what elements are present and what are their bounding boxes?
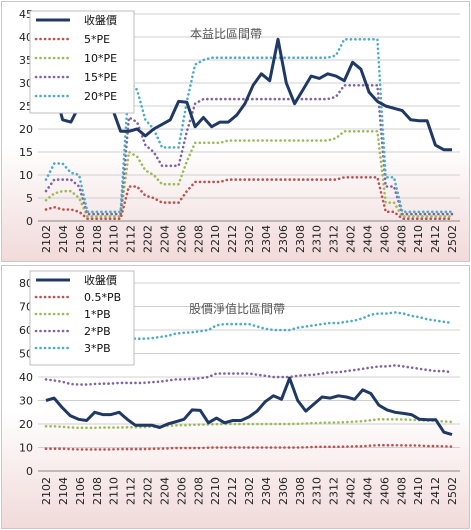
legend-label: 15*PE bbox=[84, 71, 117, 84]
x-tick-label: 2306 bbox=[277, 477, 290, 505]
pe-band-chart-panel: 0 5 10 15 20 25 30 35 40 45 2102 2104 2106 2108 2110 2… bbox=[1, 1, 470, 262]
x-tick-label: 2210 bbox=[209, 477, 222, 505]
x-tick-label: 2106 bbox=[74, 477, 87, 505]
x-tick-label: 2110 bbox=[108, 477, 121, 505]
x-tick-label: 2204 bbox=[158, 477, 171, 505]
series-line-3 bbox=[44, 363, 454, 386]
x-tick-label: 2404 bbox=[361, 225, 374, 253]
y-tick-label: 20 bbox=[19, 418, 33, 431]
x-tick-label: 2102 bbox=[40, 477, 53, 505]
y-tick-label: 0 bbox=[26, 215, 33, 228]
x-tick-label: 2502 bbox=[446, 477, 459, 505]
x-tick-label: 2408 bbox=[395, 225, 408, 253]
legend-box bbox=[29, 10, 135, 114]
series-line-1 bbox=[44, 176, 454, 220]
series-line-0 bbox=[45, 376, 453, 437]
x-tick-label: 2110 bbox=[108, 225, 121, 253]
x-tick-label: 2408 bbox=[395, 477, 408, 505]
x-tick-label: 2206 bbox=[175, 477, 188, 505]
series-line-4 bbox=[44, 37, 454, 214]
series-line-1 bbox=[44, 443, 454, 451]
x-tick-label: 2204 bbox=[158, 225, 171, 253]
x-tick-label: 2202 bbox=[142, 225, 155, 253]
y-tick-label: 20 bbox=[19, 123, 33, 136]
x-tick-label: 2108 bbox=[91, 477, 104, 505]
chart-title: 股價淨值比區間帶 bbox=[189, 301, 285, 316]
x-tick-label: 2108 bbox=[91, 225, 104, 253]
x-tick-label: 2102 bbox=[40, 225, 53, 253]
x-tick-label: 2104 bbox=[57, 477, 70, 505]
x-tick-label: 2208 bbox=[192, 477, 205, 505]
x-tick-label: 2112 bbox=[125, 477, 138, 505]
y-tick-label: 10 bbox=[19, 442, 33, 455]
series-line-2 bbox=[44, 418, 454, 430]
series-line-4 bbox=[44, 311, 454, 343]
x-tick-label: 2304 bbox=[260, 225, 273, 253]
x-tick-label: 2502 bbox=[446, 225, 459, 253]
legend-label: 0.5*PB bbox=[84, 291, 121, 304]
y-tick-label: 15 bbox=[19, 146, 33, 159]
y-tick-label: 5 bbox=[26, 192, 33, 205]
legend-label: 2*PB bbox=[84, 325, 111, 338]
x-tick-label: 2410 bbox=[412, 477, 425, 505]
x-tick-label: 2106 bbox=[74, 225, 87, 253]
legend-label: 收盤價 bbox=[84, 273, 117, 287]
legend-label: 1*PB bbox=[84, 308, 111, 321]
x-tick-label: 2308 bbox=[294, 225, 307, 253]
x-tick-label: 2104 bbox=[57, 225, 70, 253]
chart-title: 本益比區間帶 bbox=[190, 27, 262, 41]
x-tick-label: 2308 bbox=[294, 477, 307, 505]
legend-label: 5*PE bbox=[84, 33, 110, 46]
y-tick-label: 10 bbox=[19, 169, 33, 182]
x-tick-label: 2208 bbox=[192, 225, 205, 253]
x-tick-label: 2310 bbox=[311, 477, 324, 505]
x-tick-label: 2210 bbox=[209, 225, 222, 253]
x-tick-label: 2412 bbox=[429, 477, 442, 505]
legend-label: 10*PE bbox=[84, 52, 117, 65]
x-tick-label: 2406 bbox=[378, 225, 391, 253]
x-tick-label: 2404 bbox=[361, 477, 374, 505]
x-tick-label: 2310 bbox=[311, 225, 324, 253]
x-tick-label: 2312 bbox=[328, 225, 341, 253]
x-tick-label: 2212 bbox=[226, 225, 239, 253]
x-tick-label: 2410 bbox=[412, 225, 425, 253]
x-tick-label: 2212 bbox=[226, 477, 239, 505]
y-tick-label: 0 bbox=[26, 465, 33, 478]
series-line-2 bbox=[44, 130, 454, 218]
pb-band-chart-panel: 0 10 20 30 40 50 60 70 80 2102 2104 2106 2108 2110 21… bbox=[1, 265, 470, 529]
x-tick-label: 2202 bbox=[142, 477, 155, 505]
x-tick-label: 2406 bbox=[378, 477, 391, 505]
legend-label: 20*PE bbox=[84, 90, 117, 103]
x-tick-label: 2302 bbox=[243, 225, 256, 253]
y-tick-label: 40 bbox=[19, 371, 33, 384]
legend-label: 收盤價 bbox=[84, 13, 117, 27]
x-tick-label: 2304 bbox=[260, 477, 273, 505]
legend-label: 3*PB bbox=[84, 342, 111, 355]
x-tick-label: 2312 bbox=[328, 477, 341, 505]
x-tick-label: 2412 bbox=[429, 225, 442, 253]
x-tick-label: 2206 bbox=[175, 225, 188, 253]
y-tick-label: 30 bbox=[19, 395, 33, 408]
x-tick-label: 2302 bbox=[243, 477, 256, 505]
x-tick-label: 2402 bbox=[345, 477, 358, 505]
x-tick-label: 2306 bbox=[277, 225, 290, 253]
x-tick-label: 2402 bbox=[345, 225, 358, 253]
x-tick-label: 2112 bbox=[125, 225, 138, 253]
legend-box bbox=[29, 270, 135, 366]
